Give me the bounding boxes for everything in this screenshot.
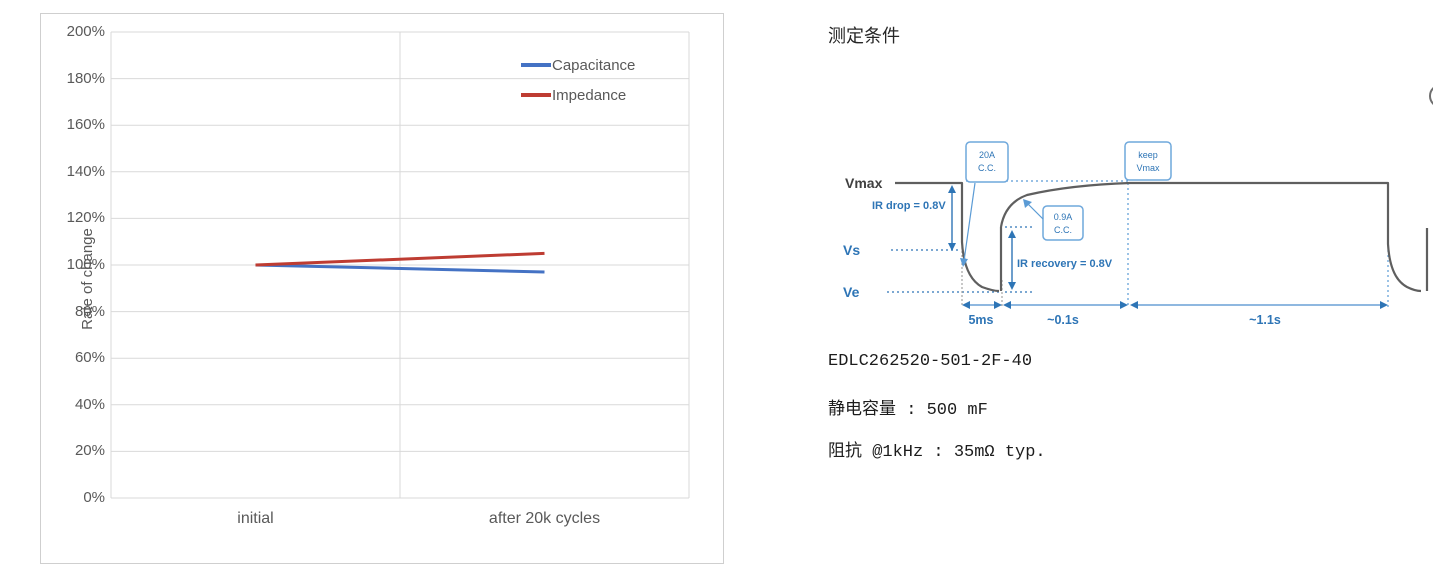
chart-ytick-label: 200% xyxy=(66,23,105,40)
cycle-endurance-chart xyxy=(110,31,690,499)
arrow-right-icon xyxy=(1380,301,1388,309)
measurement-conditions-title: 测定条件 xyxy=(828,26,900,46)
chart-ytick-label: 80% xyxy=(74,302,105,320)
recharge-current-box xyxy=(1042,205,1084,241)
measurement-waveform-diagram: Vmax Vs Ve IR drop = 0.8V IR recovery = … xyxy=(835,130,1433,335)
chart-ytick-label: 140% xyxy=(66,162,105,180)
keep-vmax-box xyxy=(1124,141,1172,181)
arrow-up-icon xyxy=(948,185,956,193)
chart-ytick-label: 180% xyxy=(66,69,105,87)
chart-series-impedance xyxy=(255,251,545,267)
arrow-down-icon xyxy=(1008,282,1016,290)
chart-ytick-label: 40% xyxy=(74,395,105,413)
cycle-endurance-chart-panel: Rate of change Capacitance Impedance 0% 20… xyxy=(40,13,724,564)
keep-vmax-line2: Vmax xyxy=(1136,163,1160,173)
chart-ytick-label: 120% xyxy=(66,209,105,227)
legend-label: Capacitance xyxy=(552,56,636,74)
discharge-pointer-line xyxy=(963,182,976,262)
chart-xtick-label: after 20k cycles xyxy=(488,510,601,527)
legend-label: Impedance xyxy=(552,86,627,104)
arrow-down-icon xyxy=(948,243,956,251)
chart-xtick-label: initial xyxy=(237,510,274,527)
arrow-left-icon xyxy=(1003,301,1011,309)
ir-drop-label: IR drop = 0.8V xyxy=(872,200,946,212)
legend-item: Impedance xyxy=(521,80,635,110)
keep-vmax-line1: keep xyxy=(1138,150,1158,160)
arrow-right-icon xyxy=(994,301,1002,309)
recharge-pointer-line xyxy=(1026,202,1044,220)
vs-label: Vs xyxy=(843,242,860,258)
impedance-spec: 阻抗 @1kHz : 35mΩ typ. xyxy=(828,443,1046,462)
vmax-label: Vmax xyxy=(845,175,883,191)
arrow-down-icon xyxy=(960,258,968,267)
chart-ytick-label: 160% xyxy=(66,116,105,134)
discharge-current-box xyxy=(965,141,1009,183)
arrow-left-icon xyxy=(1130,301,1138,309)
discharge-current-line1: 20A xyxy=(979,150,995,160)
chart-ytick-label: 0% xyxy=(83,489,105,506)
clipped-nav-circle-icon xyxy=(1429,84,1433,108)
part-number: EDLC262520-501-2F-40 xyxy=(828,352,1033,371)
recharge-current-line1: 0.9A xyxy=(1054,212,1073,222)
time-label-0p1s: ~0.1s xyxy=(1047,313,1079,327)
chart-series-capacitance xyxy=(255,263,545,274)
capacitance-spec: 静电容量 : 500 mF xyxy=(828,401,988,420)
chart-ytick-label: 100% xyxy=(66,256,105,273)
time-label-5ms: 5ms xyxy=(968,313,993,327)
arrow-up-icon xyxy=(1008,230,1016,238)
time-label-1p1s: ~1.1s xyxy=(1249,313,1281,327)
legend-line-swatch xyxy=(521,63,551,67)
arrow-right-icon xyxy=(1120,301,1128,309)
arrow-left-icon xyxy=(962,301,970,309)
discharge-current-line2: C.C. xyxy=(978,163,996,173)
ir-recovery-label: IR recovery = 0.8V xyxy=(1017,258,1113,270)
chart-ytick-label: 60% xyxy=(74,349,105,367)
recharge-current-line2: C.C. xyxy=(1054,225,1072,235)
ve-label: Ve xyxy=(843,284,860,300)
waveform-svg: Vmax Vs Ve IR drop = 0.8V IR recovery = … xyxy=(843,141,1429,327)
arrow-up-left-icon xyxy=(1023,199,1032,208)
voltage-waveform-trace xyxy=(895,181,1429,293)
legend-item: Capacitance xyxy=(521,50,635,80)
legend-line-swatch xyxy=(521,93,551,97)
chart-ytick-label: 20% xyxy=(74,442,105,460)
chart-legend: Capacitance Impedance xyxy=(521,50,635,110)
chart-y-axis-title: Rate of change xyxy=(79,228,96,330)
